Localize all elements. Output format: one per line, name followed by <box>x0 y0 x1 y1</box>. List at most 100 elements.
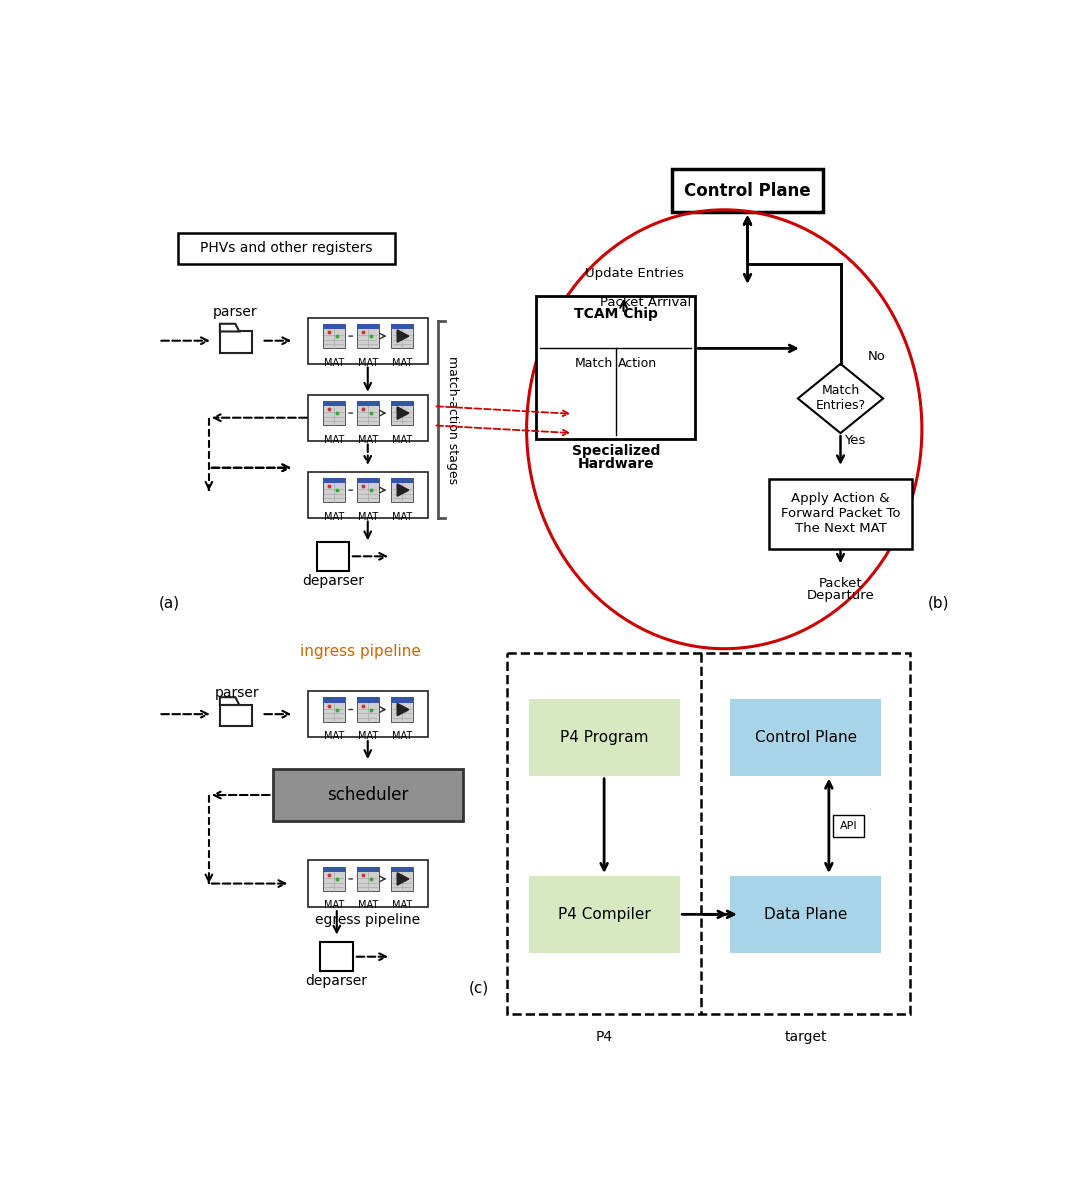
FancyBboxPatch shape <box>391 698 412 722</box>
FancyBboxPatch shape <box>322 866 344 891</box>
Text: MAT: MAT <box>324 901 344 911</box>
FancyBboxPatch shape <box>391 866 412 891</box>
Text: Match: Match <box>575 357 613 371</box>
FancyBboxPatch shape <box>357 324 379 349</box>
Text: MAT: MAT <box>358 511 378 522</box>
FancyBboxPatch shape <box>322 698 344 703</box>
Text: Control Plane: Control Plane <box>684 182 810 200</box>
Text: match-action stages: match-action stages <box>447 356 460 484</box>
Text: (a): (a) <box>158 595 180 610</box>
Text: (c): (c) <box>469 980 489 995</box>
Text: Yes: Yes <box>844 434 866 448</box>
Polygon shape <box>397 704 409 716</box>
FancyBboxPatch shape <box>322 401 344 407</box>
Text: MAT: MAT <box>324 357 344 368</box>
FancyBboxPatch shape <box>322 478 344 503</box>
Text: MAT: MAT <box>324 731 344 741</box>
FancyBboxPatch shape <box>357 698 379 722</box>
FancyBboxPatch shape <box>307 691 427 737</box>
Text: MAT: MAT <box>392 434 412 445</box>
FancyBboxPatch shape <box>307 318 427 363</box>
Polygon shape <box>797 363 883 433</box>
Text: MAT: MAT <box>358 901 378 911</box>
Polygon shape <box>220 698 239 705</box>
Text: Match
Entries?: Match Entries? <box>816 385 866 413</box>
Text: Update Entries: Update Entries <box>584 267 684 280</box>
FancyBboxPatch shape <box>357 698 379 703</box>
Text: MAT: MAT <box>392 901 412 911</box>
FancyBboxPatch shape <box>833 814 863 836</box>
FancyBboxPatch shape <box>357 401 379 407</box>
FancyBboxPatch shape <box>307 395 427 440</box>
FancyBboxPatch shape <box>357 401 379 426</box>
Text: Departure: Departure <box>806 588 874 602</box>
Text: parser: parser <box>214 686 259 700</box>
Text: Apply Action &
Forward Packet To
The Next MAT: Apply Action & Forward Packet To The Nex… <box>781 492 900 535</box>
Text: deparser: deparser <box>302 574 364 588</box>
Text: Packet: Packet <box>819 577 862 591</box>
FancyBboxPatch shape <box>391 401 412 407</box>
Polygon shape <box>397 330 409 342</box>
Text: Data Plane: Data Plane <box>764 907 847 921</box>
Text: MAT: MAT <box>392 731 412 741</box>
FancyBboxPatch shape <box>320 942 353 971</box>
FancyBboxPatch shape <box>220 332 252 352</box>
Text: No: No <box>868 350 885 362</box>
Text: P4: P4 <box>595 1030 612 1044</box>
FancyBboxPatch shape <box>322 324 344 330</box>
Text: MAT: MAT <box>324 511 344 522</box>
Text: TCAM Chip: TCAM Chip <box>573 307 658 321</box>
Text: target: target <box>784 1030 827 1044</box>
FancyBboxPatch shape <box>391 324 412 349</box>
Text: P4 Program: P4 Program <box>559 730 648 745</box>
Text: MAT: MAT <box>392 511 412 522</box>
FancyBboxPatch shape <box>357 866 379 891</box>
FancyBboxPatch shape <box>220 705 252 727</box>
FancyBboxPatch shape <box>273 769 463 822</box>
Polygon shape <box>220 324 239 332</box>
Text: (b): (b) <box>927 595 949 610</box>
FancyBboxPatch shape <box>391 401 412 426</box>
FancyBboxPatch shape <box>177 233 395 263</box>
Text: API: API <box>840 820 857 831</box>
FancyBboxPatch shape <box>529 876 679 953</box>
Text: parser: parser <box>213 306 258 319</box>
Text: Specialized: Specialized <box>571 444 660 458</box>
FancyBboxPatch shape <box>317 541 349 571</box>
FancyBboxPatch shape <box>391 324 412 330</box>
FancyBboxPatch shape <box>322 324 344 349</box>
FancyBboxPatch shape <box>730 699 881 776</box>
FancyBboxPatch shape <box>307 860 427 907</box>
Polygon shape <box>397 873 409 885</box>
FancyBboxPatch shape <box>730 876 881 953</box>
Text: PHVs and other registers: PHVs and other registers <box>200 242 372 255</box>
FancyBboxPatch shape <box>322 401 344 426</box>
FancyBboxPatch shape <box>322 866 344 872</box>
FancyBboxPatch shape <box>537 296 696 439</box>
Text: Action: Action <box>618 357 657 371</box>
Text: deparser: deparser <box>306 974 368 989</box>
Text: MAT: MAT <box>392 357 412 368</box>
Text: MAT: MAT <box>358 731 378 741</box>
Text: MAT: MAT <box>324 434 344 445</box>
FancyBboxPatch shape <box>672 170 823 212</box>
FancyBboxPatch shape <box>529 699 679 776</box>
Polygon shape <box>397 484 409 497</box>
FancyBboxPatch shape <box>391 698 412 703</box>
Text: MAT: MAT <box>358 434 378 445</box>
FancyBboxPatch shape <box>391 478 412 503</box>
Text: ingress pipeline: ingress pipeline <box>300 644 421 658</box>
Text: P4 Compiler: P4 Compiler <box>557 907 650 921</box>
Text: Control Plane: Control Plane <box>754 730 857 745</box>
FancyBboxPatch shape <box>322 478 344 484</box>
FancyBboxPatch shape <box>357 478 379 484</box>
Polygon shape <box>397 407 409 420</box>
FancyBboxPatch shape <box>322 698 344 722</box>
FancyBboxPatch shape <box>391 866 412 872</box>
FancyBboxPatch shape <box>769 479 912 549</box>
FancyBboxPatch shape <box>357 324 379 330</box>
FancyBboxPatch shape <box>357 478 379 503</box>
Text: Hardware: Hardware <box>578 457 654 470</box>
Text: MAT: MAT <box>358 357 378 368</box>
FancyBboxPatch shape <box>307 472 427 517</box>
